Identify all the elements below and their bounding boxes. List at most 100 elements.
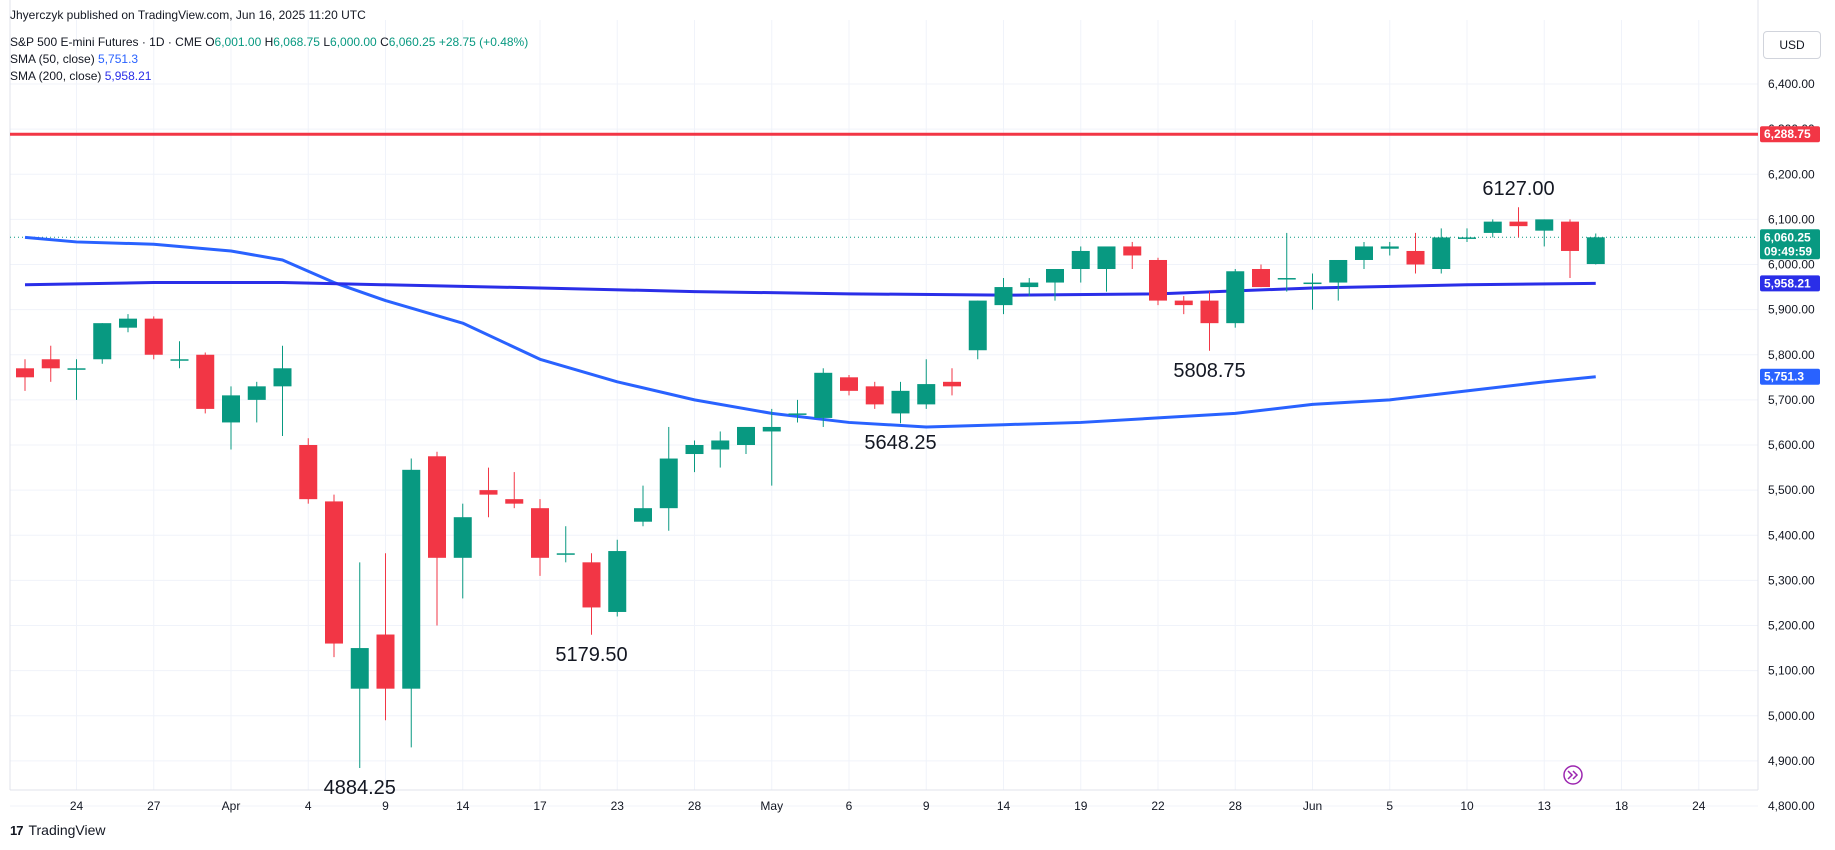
candle-down [531,508,549,558]
x-tick-label: May [760,799,783,813]
y-tick-label: 5,900.00 [1768,303,1815,317]
sma50-legend[interactable]: SMA (50, close) 5,751.3 [10,52,138,66]
price-tag-label: 6,060.25 [1764,230,1811,244]
y-tick-label: 5,000.00 [1768,709,1815,723]
y-tick-label: 5,300.00 [1768,573,1815,587]
low-label: L [323,35,331,49]
x-tick-label: 5 [1386,799,1393,813]
candle-up [402,469,421,689]
y-tick-label: 6,100.00 [1768,212,1815,226]
x-tick-label: 10 [1460,799,1474,813]
candle-down [196,354,215,409]
candle-up [994,287,1013,306]
candle-up [1380,246,1399,249]
x-tick-label: 18 [1615,799,1629,813]
y-tick-label: 5,600.00 [1768,438,1815,452]
price-annotation: 5808.75 [1173,360,1245,382]
candle-down [1200,300,1219,324]
price-tag [1760,229,1820,260]
x-tick-label: 4 [305,799,312,813]
symbol-line: S&P 500 E-mini Futures · 1D · CME O6,001… [10,35,528,49]
y-tick-label: 6,200.00 [1768,167,1815,181]
candle-up [634,508,652,522]
candle-up [968,300,987,351]
candle-down [582,562,601,608]
tradingview-logo-icon: 17 [10,822,24,838]
x-tick-label: Apr [222,799,241,813]
currency-button[interactable]: USD [1763,31,1821,59]
x-tick-label: 28 [1229,799,1243,813]
candle-down [479,490,498,495]
x-tick-label: 6 [846,799,853,813]
price-tag [1760,126,1820,143]
candle-up [556,553,575,555]
price-annotation: 5179.50 [555,644,627,666]
candle-up [1046,269,1064,283]
candle-up [659,458,678,509]
candle-up [762,426,781,432]
footer-brand[interactable]: 17 TradingView [10,822,106,838]
candle-down [428,456,446,558]
y-tick-label: 5,200.00 [1768,619,1815,633]
candle-up [814,372,833,418]
candle-up [1097,246,1116,270]
price-annotation: 5648.25 [864,432,936,454]
candle-down [505,499,524,504]
candle-up [170,359,189,361]
y-tick-label: 6,400.00 [1768,77,1815,91]
price-annotation: 4884.25 [324,777,396,799]
y-tick-label: 5,100.00 [1768,664,1815,678]
candle-up [737,426,755,445]
high-value: 6,068.75 [273,35,320,49]
candle-down [1149,259,1167,301]
low-value: 6,000.00 [330,35,377,49]
price-tag-label: 6,288.75 [1764,127,1811,141]
price-tag-label: 5,958.21 [1764,276,1811,290]
candle-up [222,395,240,423]
y-tick-label: 6,000.00 [1768,258,1815,272]
x-tick-label: 28 [688,799,702,813]
candle-down [943,381,961,387]
sma200-legend[interactable]: SMA (200, close) 5,958.21 [10,69,151,83]
x-tick-label: 19 [1074,799,1088,813]
candle-up [788,413,807,415]
candle-up [350,648,369,689]
candle-down [1174,300,1193,306]
candle-down [325,501,343,644]
y-tick-label: 5,700.00 [1768,393,1815,407]
x-tick-label: 22 [1151,799,1165,813]
scroll-to-realtime-icon[interactable] [1563,765,1583,785]
close-value: 6,060.25 [388,35,436,49]
x-tick-label: 17 [533,799,547,813]
y-tick-label: 4,900.00 [1768,754,1815,768]
candle-down [1252,269,1270,288]
candle-up [1329,259,1348,283]
x-tick-label: 27 [147,799,161,813]
candle-up [67,368,86,370]
price-annotation: 6127.00 [1482,178,1554,200]
candle-up [1535,219,1554,231]
candle-up [1355,246,1373,260]
open-label: O [205,35,215,49]
candle-up [891,390,910,414]
candle-up [1020,282,1039,288]
sma50-label: SMA (50, close) [10,52,95,66]
x-tick-label: 14 [456,799,470,813]
x-tick-label: 9 [382,799,389,813]
candle-down [840,377,858,391]
candle-down [1561,221,1579,251]
candle-up [1277,278,1296,280]
candle-up [1303,282,1322,285]
candle-up [711,440,730,450]
candle-up [1483,221,1502,233]
x-tick-label: 24 [70,799,84,813]
price-tag [1760,368,1820,385]
candle-up [685,445,704,455]
candle-up [1458,237,1476,239]
x-tick-label: 9 [923,799,930,813]
x-tick-label: 13 [1538,799,1552,813]
high-label: H [264,35,274,49]
candle-down [1123,246,1142,256]
candle-up [247,386,266,400]
